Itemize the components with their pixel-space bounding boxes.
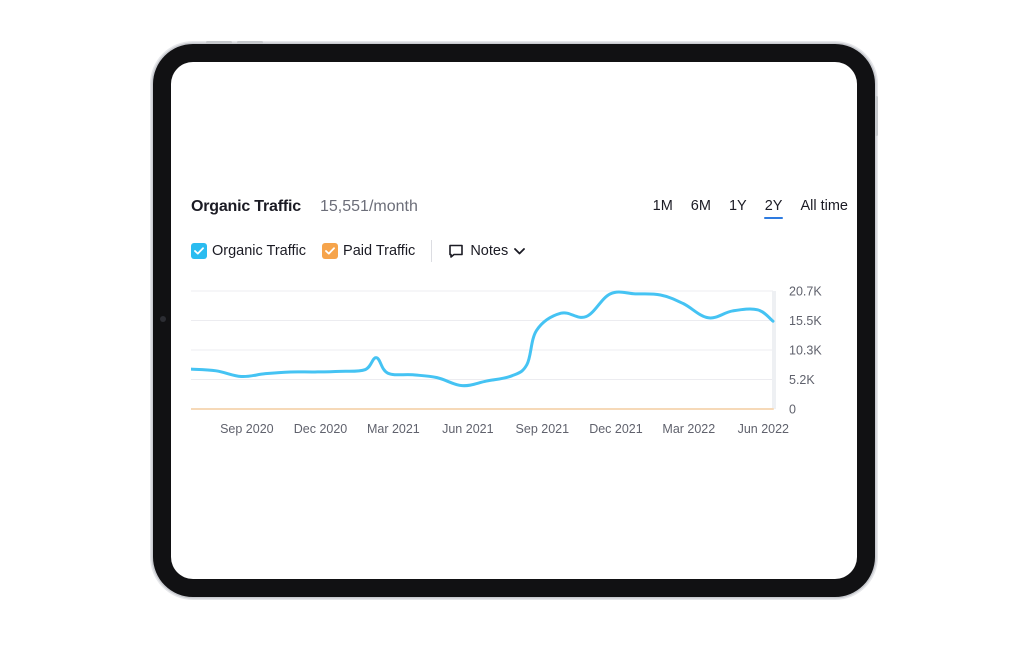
tablet-side-button [875, 96, 878, 136]
legend-organic-traffic[interactable]: Organic Traffic [191, 243, 306, 259]
notes-dropdown[interactable]: Notes [448, 243, 526, 259]
legend-organic-label: Organic Traffic [212, 243, 307, 259]
y-tick-label: 0 [789, 403, 796, 417]
x-tick-label: Mar 2022 [662, 422, 715, 436]
y-tick-label: 10.3K [789, 344, 822, 358]
x-tick-label: Sep 2020 [220, 422, 274, 436]
traffic-value: 15,551/month [320, 198, 418, 215]
legend-paid-traffic[interactable]: Paid Traffic [322, 243, 415, 259]
legend-divider [431, 240, 433, 262]
paid-checkbox-icon[interactable] [322, 243, 339, 259]
period-1y[interactable]: 1Y [728, 198, 747, 214]
widget-title: Organic Traffic [191, 198, 301, 215]
x-tick-label: Jun 2021 [442, 422, 493, 436]
tablet-top-button-2 [237, 41, 263, 44]
x-tick-label: Sep 2021 [516, 422, 570, 436]
organic-checkbox-icon[interactable] [191, 243, 207, 259]
x-tick-label: Jun 2022 [738, 422, 789, 436]
chevron-down-icon [514, 247, 526, 255]
period-2y[interactable]: 2Y [763, 198, 784, 219]
period-1m[interactable]: 1M [652, 198, 673, 214]
camera-icon [160, 316, 166, 322]
y-tick-label: 5.2K [789, 373, 815, 387]
traffic-line-chart: 20.7K 15.5K 10.3K 5.2K 0 Sep 2020 Dec 2020 Mar … [191, 285, 822, 436]
tablet-top-button-1 [206, 41, 232, 44]
organic-traffic-widget: Organic Traffic 15,551/month 1M 6M 1Y 2Y All… [191, 190, 851, 450]
period-all-time[interactable]: All time [800, 198, 848, 214]
notes-label: Notes [470, 243, 509, 259]
x-tick-label: Mar 2021 [367, 422, 420, 436]
plot-edge [772, 291, 776, 409]
x-tick-label: Dec 2021 [589, 422, 643, 436]
period-6m[interactable]: 6M [690, 198, 711, 214]
period-selector: 1M 6M 1Y 2Y All time [635, 198, 848, 219]
tablet-screen: Organic Traffic 15,551/month 1M 6M 1Y 2Y All… [171, 62, 857, 579]
y-tick-label: 15.5K [789, 314, 822, 328]
x-tick-label: Dec 2020 [294, 422, 348, 436]
legend-paid-label: Paid Traffic [343, 243, 416, 259]
y-tick-label: 20.7K [789, 285, 822, 299]
chart-legend: Organic Traffic Paid Traffic Notes [191, 240, 526, 262]
organic-traffic-series-line [191, 290, 775, 388]
widget-header: Organic Traffic 15,551/month 1M 6M 1Y 2Y All… [191, 198, 851, 220]
comment-icon [448, 243, 464, 259]
